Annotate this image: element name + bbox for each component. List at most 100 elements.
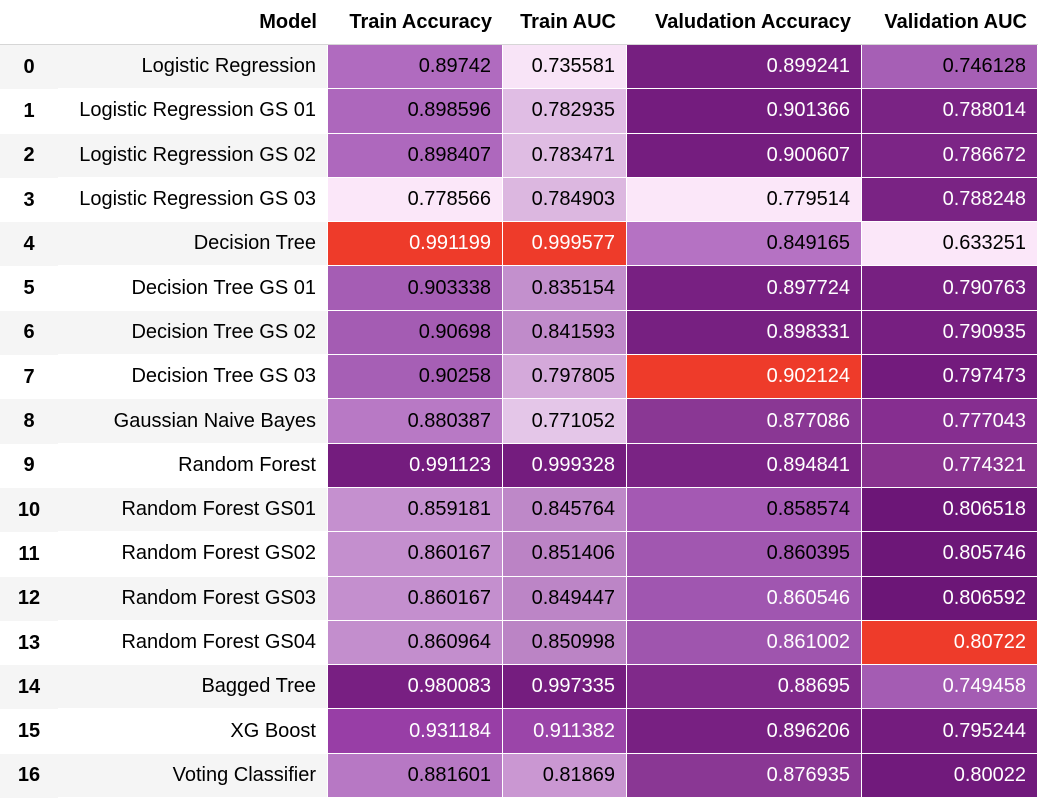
- validation-accuracy-cell: 0.858574: [627, 487, 862, 533]
- row-index: 7: [0, 355, 58, 400]
- train-accuracy-cell: 0.860167: [328, 532, 503, 577]
- train-accuracy-cell: 0.778566: [328, 177, 503, 223]
- model-name-cell: Random Forest: [58, 443, 328, 488]
- table-row: 14 Bagged Tree 0.980083 0.997335 0.88695 0.74…: [0, 665, 1038, 710]
- train-accuracy-cell: 0.90258: [328, 355, 503, 400]
- row-index: 3: [0, 177, 58, 223]
- row-index: 2: [0, 133, 58, 178]
- table-body: 0 Logistic Regression 0.89742 0.735581 0.899…: [0, 45, 1038, 799]
- train-accuracy-cell: 0.991199: [328, 222, 503, 267]
- validation-auc-cell: 0.788248: [862, 177, 1038, 223]
- train-auc-cell: 0.999577: [503, 222, 627, 267]
- table-row: 7 Decision Tree GS 03 0.90258 0.797805 0.902…: [0, 355, 1038, 400]
- row-index: 0: [0, 45, 58, 90]
- table-row: 4 Decision Tree 0.991199 0.999577 0.849165 0.…: [0, 222, 1038, 267]
- validation-accuracy-cell: 0.849165: [627, 222, 862, 267]
- train-accuracy-cell: 0.898596: [328, 89, 503, 134]
- validation-auc-cell: 0.777043: [862, 399, 1038, 444]
- table-row: 13 Random Forest GS04 0.860964 0.850998 0.86…: [0, 620, 1038, 666]
- train-auc-cell: 0.771052: [503, 399, 627, 444]
- validation-accuracy-cell: 0.897724: [627, 266, 862, 311]
- table-row: 8 Gaussian Naive Bayes 0.880387 0.771052 0.8…: [0, 399, 1038, 444]
- validation-accuracy-cell: 0.88695: [627, 665, 862, 710]
- row-index: 6: [0, 310, 58, 356]
- train-auc-cell: 0.850998: [503, 620, 627, 666]
- train-auc-cell: 0.845764: [503, 487, 627, 533]
- model-name-cell: Logistic Regression GS 01: [58, 89, 328, 134]
- header-validation-accuracy: Valudation Accuracy: [627, 0, 862, 45]
- header-model: Model: [58, 0, 328, 45]
- row-index: 15: [0, 709, 58, 754]
- model-name-cell: Random Forest GS04: [58, 620, 328, 666]
- table-row: 10 Random Forest GS01 0.859181 0.845764 0.85…: [0, 487, 1038, 533]
- validation-auc-cell: 0.806592: [862, 576, 1038, 621]
- train-auc-cell: 0.841593: [503, 310, 627, 356]
- train-accuracy-cell: 0.880387: [328, 399, 503, 444]
- validation-accuracy-cell: 0.860395: [627, 532, 862, 577]
- table-row: 9 Random Forest 0.991123 0.999328 0.894841 0.…: [0, 443, 1038, 488]
- train-accuracy-cell: 0.860964: [328, 620, 503, 666]
- row-index: 12: [0, 576, 58, 621]
- train-auc-cell: 0.784903: [503, 177, 627, 223]
- validation-auc-cell: 0.806518: [862, 487, 1038, 533]
- table-row: 5 Decision Tree GS 01 0.903338 0.835154 0.89…: [0, 266, 1038, 311]
- validation-accuracy-cell: 0.901366: [627, 89, 862, 134]
- table-row: 16 Voting Classifier 0.881601 0.81869 0.8769…: [0, 753, 1038, 799]
- row-index: 11: [0, 532, 58, 577]
- table-row: 1 Logistic Regression GS 01 0.898596 0.7829…: [0, 89, 1038, 134]
- train-auc-cell: 0.81869: [503, 753, 627, 799]
- row-index: 16: [0, 753, 58, 799]
- model-name-cell: XG Boost: [58, 709, 328, 754]
- validation-auc-cell: 0.774321: [862, 443, 1038, 488]
- results-table: Model Train Accuracy Train AUC Valudatio…: [0, 0, 1038, 799]
- train-accuracy-cell: 0.931184: [328, 709, 503, 754]
- validation-accuracy-cell: 0.779514: [627, 177, 862, 223]
- row-index: 4: [0, 222, 58, 267]
- train-accuracy-cell: 0.881601: [328, 753, 503, 799]
- train-auc-cell: 0.849447: [503, 576, 627, 621]
- row-index: 13: [0, 620, 58, 666]
- validation-accuracy-cell: 0.899241: [627, 45, 862, 90]
- table-row: 12 Random Forest GS03 0.860167 0.849447 0.86…: [0, 576, 1038, 621]
- validation-auc-cell: 0.80022: [862, 753, 1038, 799]
- model-name-cell: Random Forest GS01: [58, 487, 328, 533]
- model-name-cell: Decision Tree GS 01: [58, 266, 328, 311]
- train-auc-cell: 0.782935: [503, 89, 627, 134]
- train-auc-cell: 0.997335: [503, 665, 627, 710]
- model-name-cell: Logistic Regression GS 03: [58, 177, 328, 223]
- validation-accuracy-cell: 0.896206: [627, 709, 862, 754]
- table-row: 3 Logistic Regression GS 03 0.778566 0.7849…: [0, 177, 1038, 223]
- train-accuracy-cell: 0.860167: [328, 576, 503, 621]
- train-auc-cell: 0.783471: [503, 133, 627, 178]
- validation-accuracy-cell: 0.876935: [627, 753, 862, 799]
- validation-accuracy-cell: 0.898331: [627, 310, 862, 356]
- train-accuracy-cell: 0.903338: [328, 266, 503, 311]
- model-name-cell: Bagged Tree: [58, 665, 328, 710]
- train-auc-cell: 0.797805: [503, 355, 627, 400]
- validation-accuracy-cell: 0.877086: [627, 399, 862, 444]
- row-index: 5: [0, 266, 58, 311]
- validation-accuracy-cell: 0.902124: [627, 355, 862, 400]
- model-name-cell: Random Forest GS02: [58, 532, 328, 577]
- validation-auc-cell: 0.790763: [862, 266, 1038, 311]
- validation-auc-cell: 0.749458: [862, 665, 1038, 710]
- row-index: 14: [0, 665, 58, 710]
- table-row: 11 Random Forest GS02 0.860167 0.851406 0.86…: [0, 532, 1038, 577]
- validation-auc-cell: 0.80722: [862, 620, 1038, 666]
- train-auc-cell: 0.851406: [503, 532, 627, 577]
- train-accuracy-cell: 0.90698: [328, 310, 503, 356]
- validation-accuracy-cell: 0.894841: [627, 443, 862, 488]
- table-row: 15 XG Boost 0.931184 0.911382 0.896206 0.7952…: [0, 709, 1038, 754]
- validation-auc-cell: 0.805746: [862, 532, 1038, 577]
- validation-auc-cell: 0.786672: [862, 133, 1038, 178]
- validation-auc-cell: 0.746128: [862, 45, 1038, 90]
- row-index: 10: [0, 487, 58, 533]
- model-name-cell: Logistic Regression GS 02: [58, 133, 328, 178]
- validation-auc-cell: 0.788014: [862, 89, 1038, 134]
- row-index: 8: [0, 399, 58, 444]
- model-name-cell: Decision Tree GS 03: [58, 355, 328, 400]
- train-accuracy-cell: 0.898407: [328, 133, 503, 178]
- header-row: Model Train Accuracy Train AUC Valudatio…: [0, 0, 1038, 45]
- model-name-cell: Decision Tree GS 02: [58, 310, 328, 356]
- train-accuracy-cell: 0.859181: [328, 487, 503, 533]
